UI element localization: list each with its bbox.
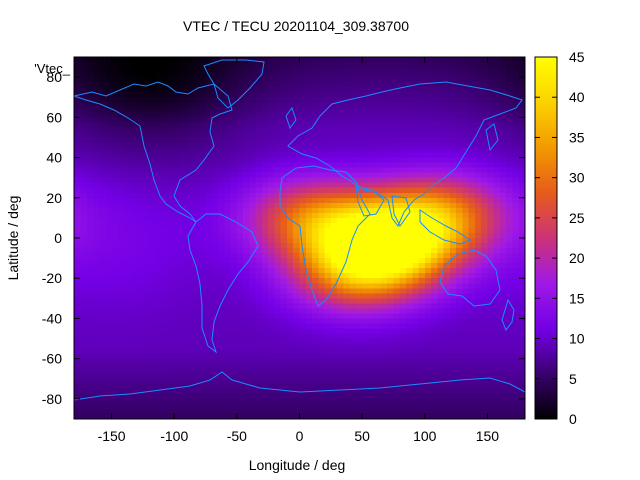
vtec-heatmap	[74, 57, 525, 419]
x-tick-label: 50	[354, 428, 370, 444]
y-tick-label: 20	[46, 190, 62, 206]
heatmap-area	[74, 57, 525, 419]
series-label: 'Vtec_	[34, 61, 70, 76]
coastline-australia	[439, 249, 501, 307]
y-tick-label: -20	[42, 270, 62, 286]
y-tick-label: -60	[42, 351, 62, 367]
colorbar-tick-label: 15	[569, 290, 585, 306]
colorbar-tick-label: 40	[569, 89, 585, 105]
y-tick-label: 40	[46, 150, 62, 166]
coastline-north-america	[74, 81, 233, 223]
colorbar	[534, 56, 558, 420]
y-axis-ticks: -80 -60 -40 -20 0 20 40 60 80	[42, 69, 525, 407]
colorbar-tick-label: 30	[569, 170, 585, 186]
coastline-uk-japan	[285, 106, 499, 152]
x-axis-label: Longitude / deg	[249, 457, 346, 473]
coastline-antarctica	[74, 371, 525, 419]
y-tick-label: 80	[46, 69, 62, 85]
colorbar-tick-label: 25	[569, 210, 585, 226]
coastline-south-america	[187, 213, 259, 354]
colorbar-tick-label: 35	[569, 129, 585, 145]
x-tick-label: -100	[160, 428, 188, 444]
x-tick-label: -150	[98, 428, 126, 444]
coastline-greenland	[203, 59, 265, 109]
coastline-southeast-asia	[419, 209, 472, 245]
y-tick-label: -40	[42, 310, 62, 326]
coastline-new-zealand	[501, 298, 515, 332]
x-tick-label: 100	[413, 428, 437, 444]
coastlines	[74, 59, 525, 419]
y-axis-label: Latitude / deg	[5, 196, 21, 281]
x-tick-label: -50	[227, 428, 247, 444]
colorbar-ticks: 0 5 10 15 20 25 30 35 40 45	[535, 49, 585, 427]
colorbar-tick-label: 10	[569, 331, 585, 347]
colorbar-tick-label: 0	[569, 411, 577, 427]
x-tick-label: 0	[296, 428, 304, 444]
colorbar-tick-label: 45	[569, 49, 585, 65]
colorbar-tick-label: 5	[569, 371, 577, 387]
y-tick-label: 0	[54, 230, 62, 246]
y-tick-label: 60	[46, 109, 62, 125]
colorbar-tick-label: 20	[569, 250, 585, 266]
x-axis-ticks: -150 -100 -50 0 50 100 150	[98, 57, 500, 444]
chart-title: VTEC / TECU 20201104_309.38700	[183, 18, 409, 34]
coastline-eurasia	[287, 81, 523, 227]
x-tick-label: 150	[476, 428, 500, 444]
coastline-africa	[279, 165, 371, 307]
coastline-arabia-india	[355, 185, 411, 227]
y-tick-label: -80	[42, 391, 62, 407]
